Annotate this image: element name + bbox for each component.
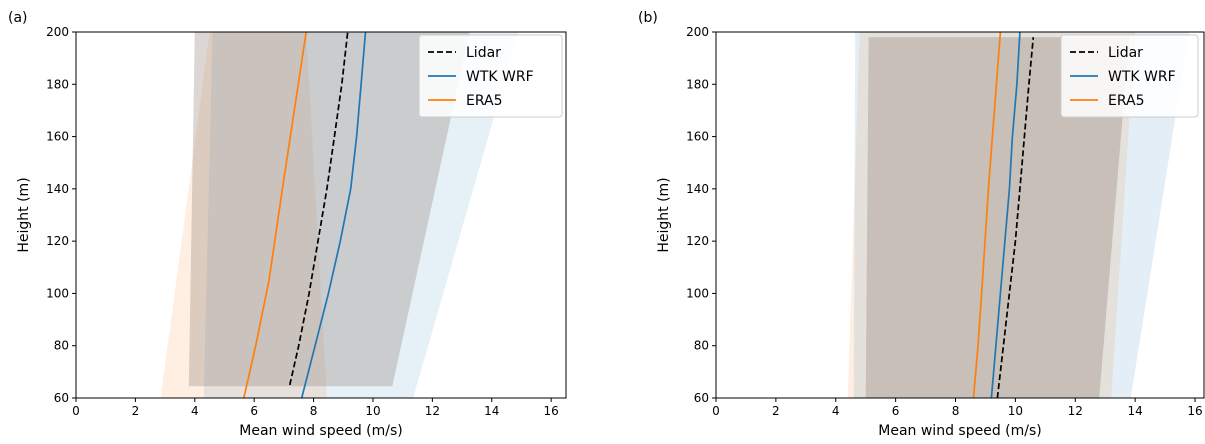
axes-frame <box>715 31 1205 399</box>
uncertainty-band <box>865 37 1130 398</box>
y-tick-label: 60 <box>54 391 69 405</box>
x-tick-label: 14 <box>1128 404 1143 418</box>
chart-panel-b: (b) 0 2 4 6 8 10 12 14 16 60 80 100 120 140 160 180 200 M… <box>638 10 1205 439</box>
x-tick-label: 12 <box>1068 404 1083 418</box>
x-tick-label: 14 <box>484 404 499 418</box>
y-tick-label: 140 <box>686 182 709 196</box>
uncertainty-band <box>188 32 470 387</box>
panel-label: (b) <box>638 10 658 26</box>
series-line-lidar <box>288 32 349 386</box>
y-tick-label: 180 <box>46 77 69 91</box>
x-tick-label: 0 <box>72 404 80 418</box>
x-tick-label: 2 <box>772 404 780 418</box>
y-tick-label: 120 <box>46 234 69 248</box>
y-tick-label: 80 <box>694 339 709 353</box>
uncertainty-band <box>160 32 327 398</box>
series-line-era5 <box>242 32 308 398</box>
x-tick-label: 0 <box>712 404 720 418</box>
x-tick-label: 6 <box>892 404 900 418</box>
x-tick-label: 2 <box>132 404 140 418</box>
x-tick-label: 8 <box>310 404 318 418</box>
series-line-era5 <box>972 32 1002 398</box>
series-line-lidar <box>996 37 1035 398</box>
uncertainty-band <box>203 32 519 398</box>
series-line-wtk-wrf <box>300 32 367 398</box>
y-tick-label: 140 <box>46 182 69 196</box>
uncertainty-band <box>847 32 1136 398</box>
legend-label: WTK WRF <box>1108 69 1176 85</box>
y-tick-label: 60 <box>694 391 709 405</box>
x-tick-label: 6 <box>250 404 258 418</box>
y-axis-label: Height (m) <box>656 177 672 252</box>
x-tick-label: 16 <box>544 404 559 418</box>
y-tick-label: 160 <box>686 130 709 144</box>
x-tick-label: 10 <box>1008 404 1023 418</box>
series-line-wtk-wrf <box>990 32 1021 398</box>
y-tick-label: 200 <box>686 25 709 39</box>
legend-label: Lidar <box>1108 45 1143 61</box>
plot-area <box>160 32 519 398</box>
chart-panel-a: (a) 0 2 4 6 8 10 12 14 16 60 80 100 120 140 160 180 200 M… <box>8 10 567 439</box>
y-tick-label: 160 <box>46 130 69 144</box>
axes-frame <box>75 31 567 399</box>
plot-area <box>847 32 1189 398</box>
y-tick-label: 80 <box>54 339 69 353</box>
legend: Lidar WTK WRF ERA5 <box>418 34 563 118</box>
legend: Lidar WTK WRF ERA5 <box>1060 34 1199 118</box>
x-tick-label: 12 <box>425 404 440 418</box>
legend-label: ERA5 <box>466 93 503 109</box>
y-tick-label: 200 <box>46 25 69 39</box>
x-axis-label: Mean wind speed (m/s) <box>878 423 1041 439</box>
legend-label: ERA5 <box>1108 93 1145 109</box>
y-tick-label: 180 <box>686 77 709 91</box>
y-tick-label: 100 <box>46 286 69 300</box>
y-axis-label: Height (m) <box>16 177 32 252</box>
legend-label: Lidar <box>466 45 501 61</box>
y-tick-label: 100 <box>686 286 709 300</box>
uncertainty-band <box>853 32 1189 398</box>
x-axis-label: Mean wind speed (m/s) <box>239 423 402 439</box>
x-tick-label: 4 <box>191 404 199 418</box>
x-tick-label: 10 <box>365 404 380 418</box>
panel-label: (a) <box>8 10 28 26</box>
x-tick-label: 4 <box>832 404 840 418</box>
legend-label: WTK WRF <box>466 69 534 85</box>
y-tick-label: 120 <box>686 234 709 248</box>
x-tick-label: 8 <box>952 404 960 418</box>
x-tick-label: 16 <box>1187 404 1202 418</box>
